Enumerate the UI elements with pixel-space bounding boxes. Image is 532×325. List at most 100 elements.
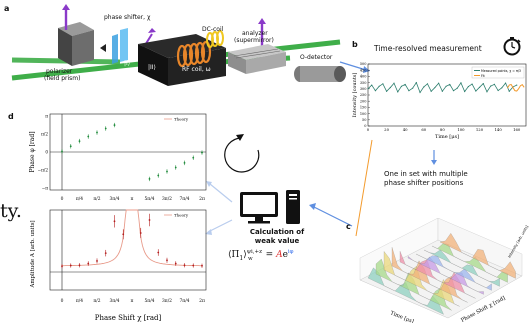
d-phase-xtick: 5π/4 bbox=[145, 197, 155, 202]
arrow-detector-to-chart bbox=[339, 61, 367, 71]
chart-d-amplitude: Theory Amplitude A [arb. units] 0 π/4 π/2 3… bbox=[30, 209, 207, 322]
d-phase-point bbox=[78, 140, 81, 143]
d-phase-point bbox=[69, 145, 72, 148]
phase-shifter-plates bbox=[112, 28, 128, 64]
d-amp-point bbox=[69, 264, 72, 267]
legend-measured-label: Measured points, χ = π/3 bbox=[481, 69, 521, 73]
d-phase-ytick: −π/2 bbox=[38, 168, 49, 173]
dc-coil bbox=[206, 30, 224, 48]
d-amp-xtick: 2π bbox=[199, 299, 205, 304]
formula-equals: = bbox=[265, 250, 274, 260]
rf-coil bbox=[176, 40, 212, 68]
weak-value-caption: Calculation of weak value bbox=[236, 228, 318, 246]
chart-b-point bbox=[371, 84, 373, 86]
chart-b-ytick: 300 bbox=[360, 87, 367, 91]
chart-d-phase: π π/2 0 −π/2 −π Theory Phase φ [rad] 0 π/4 π/2… bbox=[29, 114, 207, 202]
d-phase-point bbox=[201, 151, 203, 154]
chart-d-amp-xlabel: Phase Shift χ [rad] bbox=[95, 314, 162, 322]
d-phase-xtick: π bbox=[131, 197, 134, 202]
panel-label-b: b bbox=[352, 40, 358, 49]
arrowhead-amplitude bbox=[205, 229, 212, 235]
chart-b-xtick: 60 bbox=[421, 127, 426, 132]
formula-bracket-right: ⟩ bbox=[243, 250, 247, 260]
chart-b-point bbox=[490, 85, 492, 87]
d-amp-legend: Theory bbox=[174, 213, 189, 218]
arrowhead-phase bbox=[206, 181, 212, 187]
d-amp-point bbox=[87, 262, 90, 265]
d-phase-point bbox=[96, 131, 98, 134]
chart-b-ytick: 150 bbox=[360, 106, 367, 110]
chart-b-point bbox=[475, 90, 477, 92]
label-polarizer: polarizer bbox=[46, 68, 73, 75]
spin-up-arrowhead-1 bbox=[62, 4, 70, 10]
chart-b-xlabel: Time [μs] bbox=[435, 134, 459, 140]
chart-b-point bbox=[404, 83, 406, 86]
chart-b-point bbox=[367, 88, 369, 90]
chart-b-ytick: 500 bbox=[360, 62, 367, 66]
d-phase-xtick: 7π/4 bbox=[180, 197, 190, 202]
d-phase-point bbox=[192, 156, 195, 159]
weak-value-line-1: Calculation of bbox=[249, 228, 305, 236]
weak-value-line-2: weak value bbox=[254, 237, 300, 245]
arrowhead-computer bbox=[309, 203, 316, 210]
spin-up-arrowhead-2 bbox=[258, 18, 266, 24]
stopwatch-icon bbox=[503, 37, 521, 56]
d-amp-point bbox=[139, 232, 142, 234]
d-phase-xtick: π/2 bbox=[93, 197, 100, 202]
panel-label-a: a bbox=[4, 4, 10, 13]
chart-b-point bbox=[516, 84, 518, 86]
weak-value-formula: ⟨Π1⟩ψi,+zw = Aeiφ bbox=[228, 249, 294, 262]
d-phase-point bbox=[104, 127, 107, 130]
chart-b-point bbox=[508, 90, 510, 92]
chart-b-ytick: 200 bbox=[360, 99, 367, 103]
d-amp-theory-curve bbox=[62, 209, 202, 267]
chart-b-xtick: 0 bbox=[367, 127, 370, 132]
chart-b-point bbox=[449, 83, 451, 86]
d-phase-legend: Theory bbox=[174, 117, 189, 122]
d-phase-point bbox=[183, 161, 186, 164]
chart-c-ridge bbox=[423, 249, 500, 287]
chart-b-ytick: 450 bbox=[360, 68, 367, 72]
chart-b-point bbox=[467, 85, 469, 88]
d-phase-point bbox=[157, 174, 160, 177]
panel-label-d: d bbox=[8, 112, 14, 121]
chart-b-ytick: 250 bbox=[360, 93, 367, 97]
chart-b-point bbox=[486, 91, 488, 93]
chart-b-point bbox=[434, 86, 436, 89]
d-amp-point bbox=[148, 219, 151, 221]
chart-b-legend-box bbox=[471, 66, 525, 79]
connector-b-to-c bbox=[355, 139, 373, 237]
polarizer-block bbox=[58, 22, 94, 66]
label-analyzer-sub: (supermirror) bbox=[234, 37, 274, 44]
spin-arrowhead-diagonal bbox=[148, 28, 156, 33]
set-line-2: phase shifter positions bbox=[384, 179, 464, 187]
d-amp-point bbox=[96, 260, 98, 262]
label-phase-shifter: phase shifter, χ bbox=[104, 14, 151, 21]
chart-b-point bbox=[385, 90, 388, 92]
cycle-arrow-icon bbox=[224, 137, 260, 173]
formula-amplitude: A bbox=[276, 250, 283, 260]
legend-fit-label: Fit bbox=[481, 74, 485, 78]
chart-b-point bbox=[374, 90, 377, 92]
chart-c-xlabel: Time [μs] bbox=[389, 310, 414, 323]
chart-b-point bbox=[460, 82, 462, 84]
chart-b-point bbox=[423, 86, 425, 88]
d-phase-ytick: 0 bbox=[45, 150, 48, 155]
stray-text: ty. bbox=[0, 200, 22, 222]
chart-b-point bbox=[382, 83, 384, 85]
chart-c-ridge bbox=[415, 253, 492, 291]
d-amp-xtick: 0 bbox=[61, 299, 64, 304]
d-amp-point bbox=[122, 233, 125, 236]
chart-b-xtick: 140 bbox=[494, 127, 502, 132]
chart-b-xtick: 120 bbox=[476, 127, 484, 132]
label-polarizer-sub: (field prism) bbox=[44, 75, 81, 82]
chart-b-ytick: 350 bbox=[360, 81, 367, 85]
d-amp-point bbox=[104, 252, 107, 255]
d-phase-ytick: −π bbox=[42, 186, 49, 191]
chart-b-xtick: 20 bbox=[384, 127, 389, 132]
computer-icon bbox=[240, 190, 300, 224]
chart-b-point bbox=[393, 82, 395, 84]
chart-c-ridge bbox=[399, 251, 476, 299]
formula-w: w bbox=[248, 255, 253, 262]
